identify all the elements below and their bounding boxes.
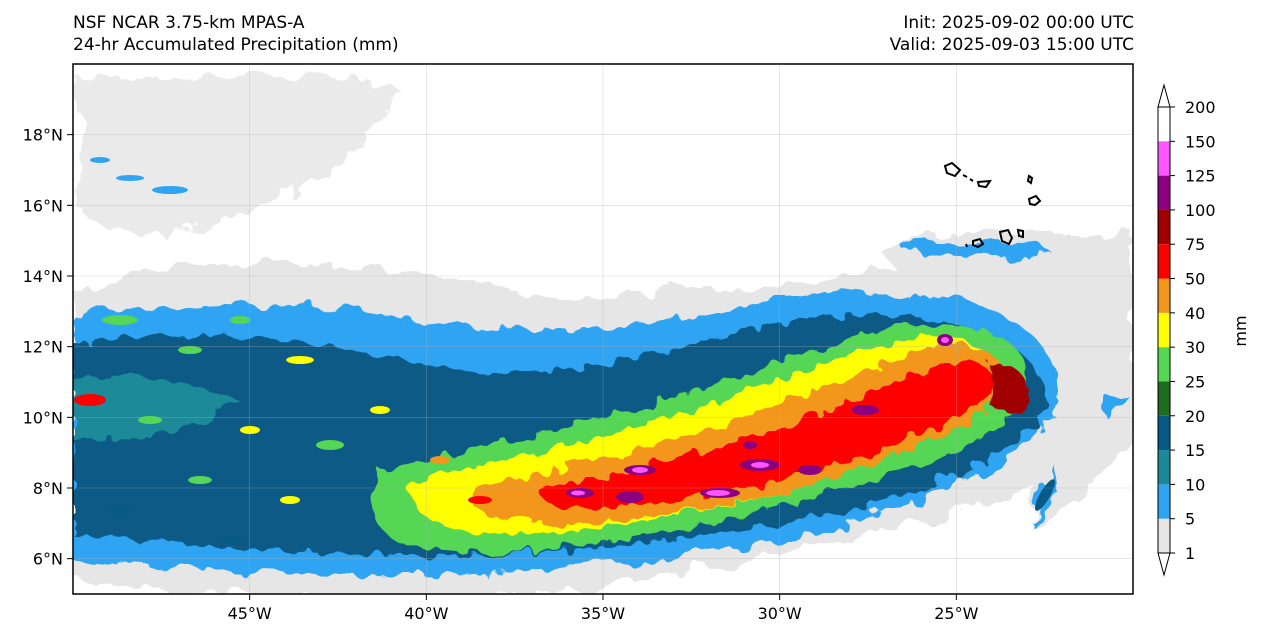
- colorbar-tick-label: 1: [1185, 544, 1195, 563]
- colorbar-tick-label: 20: [1185, 407, 1205, 426]
- colorbar-tick-label: 30: [1185, 338, 1205, 357]
- island-outlines: [943, 161, 1042, 249]
- scattered-cells: [74, 157, 1055, 544]
- colorbar-swatch: [1158, 244, 1170, 279]
- colorbar-tick-label: 50: [1185, 270, 1205, 289]
- colorbar-tick-label: 100: [1185, 201, 1216, 220]
- model-name: NSF NCAR 3.75-km MPAS-A: [73, 13, 305, 33]
- colorbar-extend-max: [1157, 83, 1171, 108]
- colorbar-tick-label: 125: [1185, 167, 1216, 186]
- precip-band-125mm: [566, 334, 1025, 503]
- lon-tick-label: 25°W: [934, 604, 978, 623]
- colorbar-tick-label: 5: [1185, 510, 1195, 529]
- colorbar-tick-label: 150: [1185, 132, 1216, 151]
- lat-tick-label: 12°N: [23, 338, 63, 357]
- colorbar-swatch: [1158, 518, 1170, 553]
- colorbar-swatch: [1158, 415, 1170, 451]
- colorbar-tick-label: 200: [1185, 98, 1216, 117]
- valid-time: Valid: 2025-09-03 15:00 UTC: [889, 35, 1134, 55]
- colorbar-tick-label: 75: [1185, 235, 1205, 254]
- colorbar-swatch: [1158, 484, 1170, 519]
- colorbar-extend-min: [1157, 552, 1171, 577]
- lon-tick-label: 45°W: [228, 604, 272, 623]
- colorbar-swatch: [1158, 450, 1170, 485]
- colorbar-swatch: [1158, 209, 1170, 245]
- colorbar-unit-label: mm: [1231, 315, 1250, 346]
- time-info: Init: 2025-09-02 00:00 UTC Valid: 2025-0…: [890, 12, 1134, 56]
- colorbar-frame: [1157, 106, 1171, 554]
- lat-tick-label: 10°N: [23, 408, 63, 427]
- lat-tick-label: 6°N: [33, 550, 63, 569]
- colorbar-swatch: [1158, 347, 1170, 382]
- colorbar-tick-label: 10: [1185, 475, 1205, 494]
- lat-tick-label: 14°N: [23, 267, 63, 286]
- colorbar-swatch: [1158, 141, 1170, 176]
- init-time: Init: 2025-09-02 00:00 UTC: [903, 13, 1134, 33]
- lat-tick-label: 16°N: [23, 196, 63, 215]
- gridlines: [73, 64, 1133, 594]
- colorbar-swatch: [1158, 381, 1170, 416]
- lat-tick-label: 18°N: [23, 126, 63, 145]
- colorbar-tick-label: 15: [1185, 441, 1205, 460]
- colorbar-swatch: [1158, 312, 1170, 348]
- colorbar-tick-label: 40: [1185, 304, 1205, 323]
- colorbar-swatch: [1158, 175, 1170, 210]
- longitude-axis: 45°W 40°W 35°W 30°W 25°W: [228, 594, 979, 623]
- latitude-axis: 6°N 8°N 10°N 12°N 14°N 16°N 18°N: [23, 126, 73, 569]
- field-name: 24-hr Accumulated Precipitation (mm): [73, 35, 399, 55]
- map-title: NSF NCAR 3.75-km MPAS-A 24-hr Accumulate…: [73, 12, 399, 56]
- lon-tick-label: 30°W: [758, 604, 802, 623]
- colorbar-swatch: [1158, 278, 1170, 313]
- lon-tick-label: 40°W: [404, 604, 448, 623]
- colorbar-tick-label: 25: [1185, 372, 1205, 391]
- lon-tick-label: 35°W: [581, 604, 625, 623]
- lat-tick-label: 8°N: [33, 479, 63, 498]
- colorbar: [1157, 83, 1171, 577]
